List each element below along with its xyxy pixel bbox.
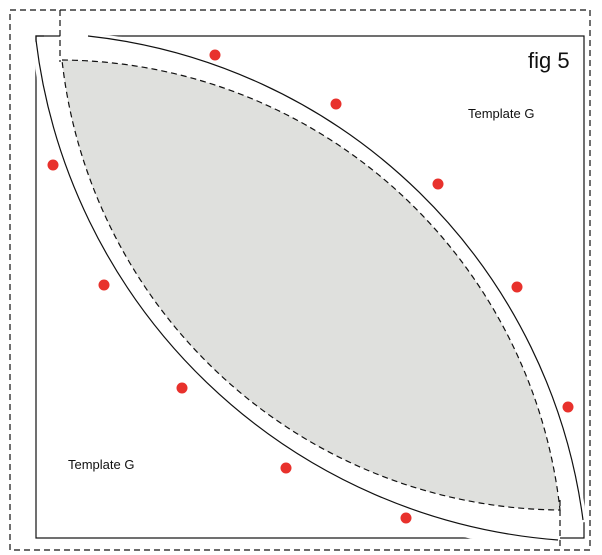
- white-band-top-right: [60, 33, 586, 525]
- white-band-bottom-left: [33, 40, 560, 548]
- template-label-top-right: Template G: [468, 106, 534, 121]
- outer-dashed-boundary: [9, 9, 591, 551]
- marker-dot: [562, 401, 574, 413]
- inner-square: [35, 35, 585, 539]
- marker-dot: [47, 159, 59, 171]
- marker-dot: [330, 98, 342, 110]
- outer-arc-bottom-left: [35, 39, 559, 541]
- marker-dot: [98, 279, 110, 291]
- marker-dot: [511, 281, 523, 293]
- template-label-bottom-left: Template G: [68, 457, 134, 472]
- marker-dot: [209, 49, 221, 61]
- marker-dot: [400, 512, 412, 524]
- marker-dot: [176, 382, 188, 394]
- left-inner-curve: [35, 35, 44, 40]
- marker-dot: [280, 462, 292, 474]
- marker-dot: [432, 178, 444, 190]
- outer-arc-top-right: [87, 35, 584, 521]
- figure-label: fig 5: [528, 48, 570, 73]
